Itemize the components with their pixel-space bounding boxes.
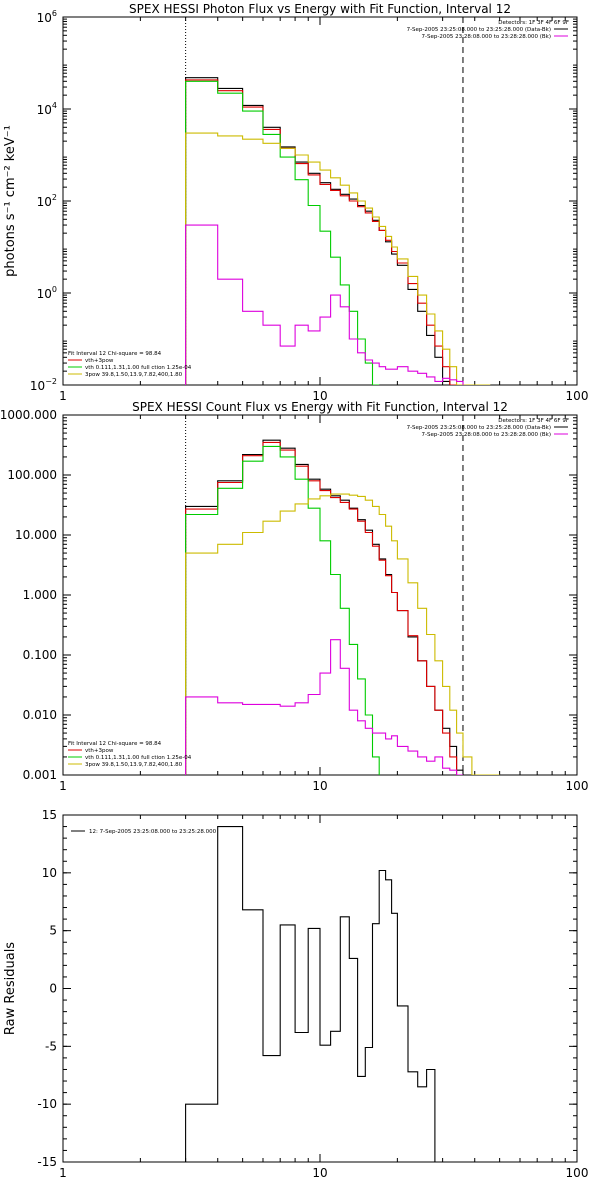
chart-title: SPEX HESSI Count Flux vs Energy with Fit…: [132, 400, 508, 414]
x-tick-label: 10: [312, 1166, 327, 1180]
legend-entry: vth 0.111,1.31,1.00 full ction 1.25e-04: [85, 365, 192, 371]
detectors-label: Detectors: 1F 3F 4F 6F 9F: [498, 20, 569, 26]
x-tick-label: 10: [312, 389, 327, 403]
y-tick-label: 5: [49, 924, 57, 938]
x-tick-label: 100: [566, 1166, 589, 1180]
y-tick-label: 100: [37, 285, 57, 301]
legend-entry: 3pow 39.8,1.50,13.9,7.82,400,1.80: [85, 372, 183, 378]
count-flux-panel: SPEX HESSI Count Flux vs Energy with Fit…: [0, 400, 588, 793]
legend-entry: 7-Sep-2005 23:28:08.000 to 23:28:28.000 …: [422, 432, 552, 438]
legend-entry: 3pow 39.8,1.50,13.9,7.82,400,1.80: [85, 762, 183, 768]
x-tick-label: 1: [59, 1166, 67, 1180]
x-tick-label: 1: [59, 389, 67, 403]
detectors-label: Detectors: 1F 3F 4F 6F 9F: [498, 418, 569, 424]
x-tick-label: 10: [312, 779, 327, 793]
plot-frame: [62, 414, 578, 776]
y-tick-label: 10.000: [15, 528, 57, 542]
y-tick-label: 102: [37, 193, 57, 209]
y-tick-label: 104: [37, 101, 57, 117]
legend-entry: vth+3pow: [85, 358, 114, 364]
y-tick-label: 0.010: [23, 708, 57, 722]
y-tick-label: 10: [42, 866, 57, 880]
photon-flux-panel: SPEX HESSI Photon Flux vs Energy with Fi…: [3, 2, 588, 403]
fit-header: Fit Interval 12 Chi-square = 98.84: [68, 741, 162, 747]
y-tick-label: 0.001: [23, 768, 57, 782]
series-vth: [185, 445, 380, 775]
series-3pow: [185, 493, 500, 775]
series-bk: [185, 224, 464, 385]
series-vth+3pow: [185, 441, 463, 775]
legend-entry: vth 0.111,1.31,1.00 full ction 1.25e-04: [85, 755, 192, 761]
series-3pow: [185, 132, 491, 385]
y-axis-label: photons s⁻¹ cm⁻² keV⁻¹: [3, 125, 18, 277]
series-bk: [185, 639, 463, 775]
legend-entry: 7-Sep-2005 23:28:08.000 to 23:28:28.000 …: [422, 34, 552, 40]
y-tick-label: 100.000: [7, 468, 57, 482]
y-tick-label: 0.100: [23, 648, 57, 662]
fit-header: Fit Interval 12 Chi-square = 98.84: [68, 351, 162, 357]
series-residual: [185, 826, 436, 1162]
y-tick-label: 1.000: [23, 588, 57, 602]
x-tick-label: 100: [566, 779, 589, 793]
y-tick-label: 15: [42, 808, 57, 822]
y-tick-label: 106: [37, 9, 57, 25]
y-tick-label: 1000.000: [0, 408, 57, 422]
y-axis-label: Raw Residuals: [3, 942, 18, 1035]
legend-entry: 7-Sep-2005 23:25:08.000 to 23:25:28.000 …: [407, 27, 551, 33]
legend-entry: 12: 7-Sep-2005 23:25:08.000 to 23:25:28.…: [89, 829, 217, 835]
y-tick-label: -10: [37, 1097, 57, 1111]
legend-entry: 7-Sep-2005 23:25:08.000 to 23:25:28.000 …: [407, 425, 551, 431]
series-vth+3pow: [185, 79, 472, 385]
legend-entry: vth+3pow: [85, 748, 114, 754]
y-tick-label: -15: [37, 1155, 57, 1169]
raw-residuals-panel: 1 10 100 -15 -10 -5 0 5 10 15 Raw Residuals 12: 7-S…: [3, 808, 588, 1180]
chart-title: SPEX HESSI Photon Flux vs Energy with Fi…: [129, 2, 511, 16]
y-tick-label: 0: [49, 982, 57, 996]
x-tick-label: 1: [59, 779, 67, 793]
series-vth: [185, 80, 380, 385]
x-tick-label: 100: [566, 389, 589, 403]
y-tick-label: 10−2: [30, 377, 57, 393]
y-tick-label: -5: [45, 1039, 57, 1053]
